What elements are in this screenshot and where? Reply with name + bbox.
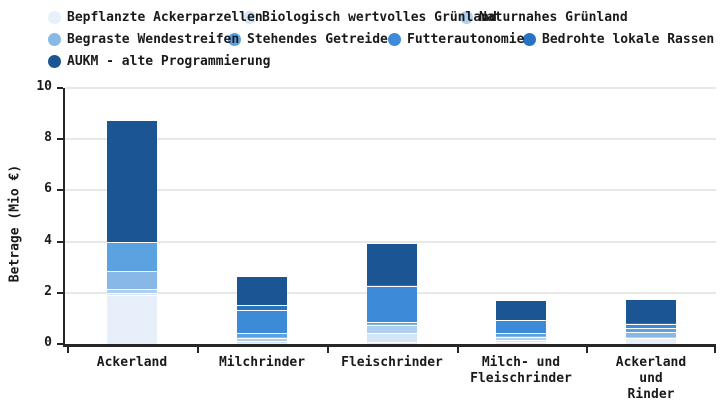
- x-tick: [327, 347, 329, 353]
- bar-segment: [496, 341, 546, 344]
- legend-marker-icon: [48, 33, 61, 46]
- legend-marker-icon: [243, 11, 256, 24]
- legend-marker-icon: [523, 33, 536, 46]
- y-tick-label: 0: [44, 335, 52, 350]
- bar-segment: [367, 323, 417, 326]
- bar-segment: [237, 336, 287, 339]
- x-tick: [67, 347, 69, 353]
- legend-label: Futterautonomie: [407, 32, 525, 47]
- bar-segment: [107, 119, 157, 243]
- bar-segment: [367, 332, 417, 343]
- x-tick-label: Milch- und Fleischrinder: [470, 355, 572, 386]
- bar-segment: [237, 309, 287, 333]
- bar-segment: [496, 333, 546, 336]
- bar-milchrinder: [237, 88, 287, 344]
- legend-label: Bepflanzte Ackerparzellen: [67, 10, 263, 25]
- bar-segment: [626, 332, 676, 337]
- bar-segment: [107, 288, 157, 293]
- y-tick-label: 2: [44, 283, 52, 299]
- y-tick: [57, 87, 63, 89]
- bar-segment: [367, 325, 417, 333]
- bar-segment: [367, 285, 417, 323]
- y-axis-title: Betrage (Mio €): [7, 164, 23, 283]
- bar-milch--und-fleischrinder: [496, 88, 546, 344]
- x-tick-label: Milchrinder: [218, 355, 306, 370]
- x-tick: [456, 347, 459, 353]
- bar-segment: [496, 339, 546, 342]
- legend-label: Naturnahes Grünland: [479, 10, 628, 25]
- bar-segment: [237, 275, 287, 306]
- bar-segment: [107, 292, 157, 296]
- bar-ackerland: [107, 88, 157, 344]
- bar-segment: [626, 324, 676, 329]
- gridline: [65, 138, 716, 141]
- legend-marker-icon: [388, 33, 401, 46]
- legend-label: Begraste Wendestreifen: [67, 32, 240, 47]
- y-axis-line: [63, 88, 65, 347]
- legend-marker-icon: [48, 55, 61, 68]
- x-axis-line: [63, 344, 716, 347]
- legend-label: Bedrohte lokale Rassen: [542, 32, 715, 47]
- bar-segment: [626, 335, 676, 338]
- x-tick: [714, 347, 716, 353]
- bar-ackerland-und-rinder: [626, 88, 676, 344]
- y-tick-label: 10: [36, 79, 52, 94]
- gridline: [65, 87, 716, 89]
- bar-fleischrinder: [367, 88, 417, 344]
- bar-segment: [107, 295, 157, 344]
- bar-segment: [367, 243, 417, 286]
- x-tick: [586, 347, 588, 353]
- bar-segment: [237, 340, 287, 343]
- legend-label: Stehendes Getreide: [247, 32, 388, 47]
- bar-segment: [237, 338, 287, 341]
- legend-marker-icon: [460, 11, 473, 24]
- bar-segment: [626, 298, 676, 324]
- y-tick: [57, 138, 63, 141]
- x-tick: [197, 347, 199, 353]
- legend-marker-icon: [228, 33, 241, 46]
- y-tick-label: 4: [44, 232, 52, 248]
- legend-label: AUKM - alte Programmierung: [67, 54, 271, 69]
- x-tick-label: Ackerland und Rinder: [615, 355, 687, 402]
- legend-label: Biologisch wertvolles Grünland: [262, 10, 497, 25]
- y-tick: [57, 189, 63, 192]
- bar-segment: [496, 299, 546, 320]
- y-tick: [57, 343, 63, 345]
- bar-segment: [496, 335, 546, 338]
- bar-segment: [237, 342, 287, 344]
- gridline: [65, 240, 716, 243]
- x-tick-label: Fleischrinder: [341, 355, 443, 370]
- bar-segment: [107, 271, 157, 289]
- y-tick-label: 6: [44, 181, 52, 197]
- bar-segment: [496, 320, 546, 334]
- gridline: [65, 189, 716, 192]
- bar-segment: [367, 342, 417, 344]
- bar-segment: [107, 242, 157, 272]
- y-tick: [57, 240, 63, 243]
- bar-segment: [237, 332, 287, 337]
- y-tick: [57, 291, 63, 294]
- legend-marker-icon: [48, 11, 61, 24]
- bar-segment: [367, 322, 417, 325]
- bar-segment: [626, 328, 676, 333]
- y-tick-label: 8: [44, 130, 52, 146]
- bar-segment: [496, 337, 546, 340]
- x-tick-label: Ackerland: [96, 355, 168, 370]
- bar-segment: [237, 305, 287, 310]
- bar-segment: [626, 338, 676, 344]
